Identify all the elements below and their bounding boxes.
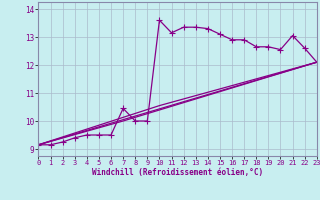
X-axis label: Windchill (Refroidissement éolien,°C): Windchill (Refroidissement éolien,°C) <box>92 168 263 177</box>
